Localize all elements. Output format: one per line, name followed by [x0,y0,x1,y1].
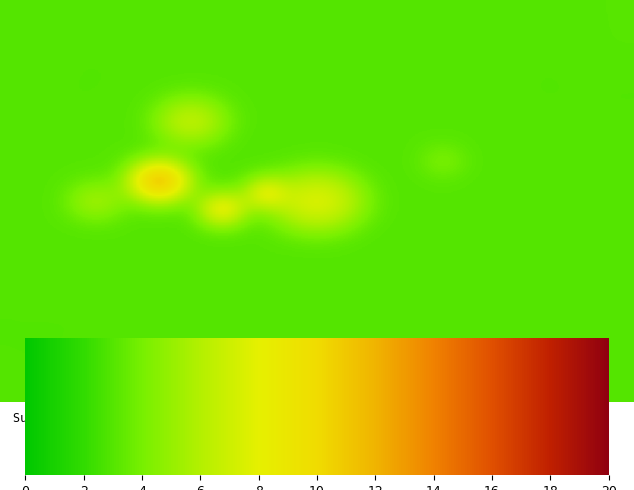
Text: Surface pressure Spread mean+σ [hPa] ECMWF    Tu 04-06-2024 18:00 UTC (18+120): Surface pressure Spread mean+σ [hPa] ECM… [13,413,569,425]
